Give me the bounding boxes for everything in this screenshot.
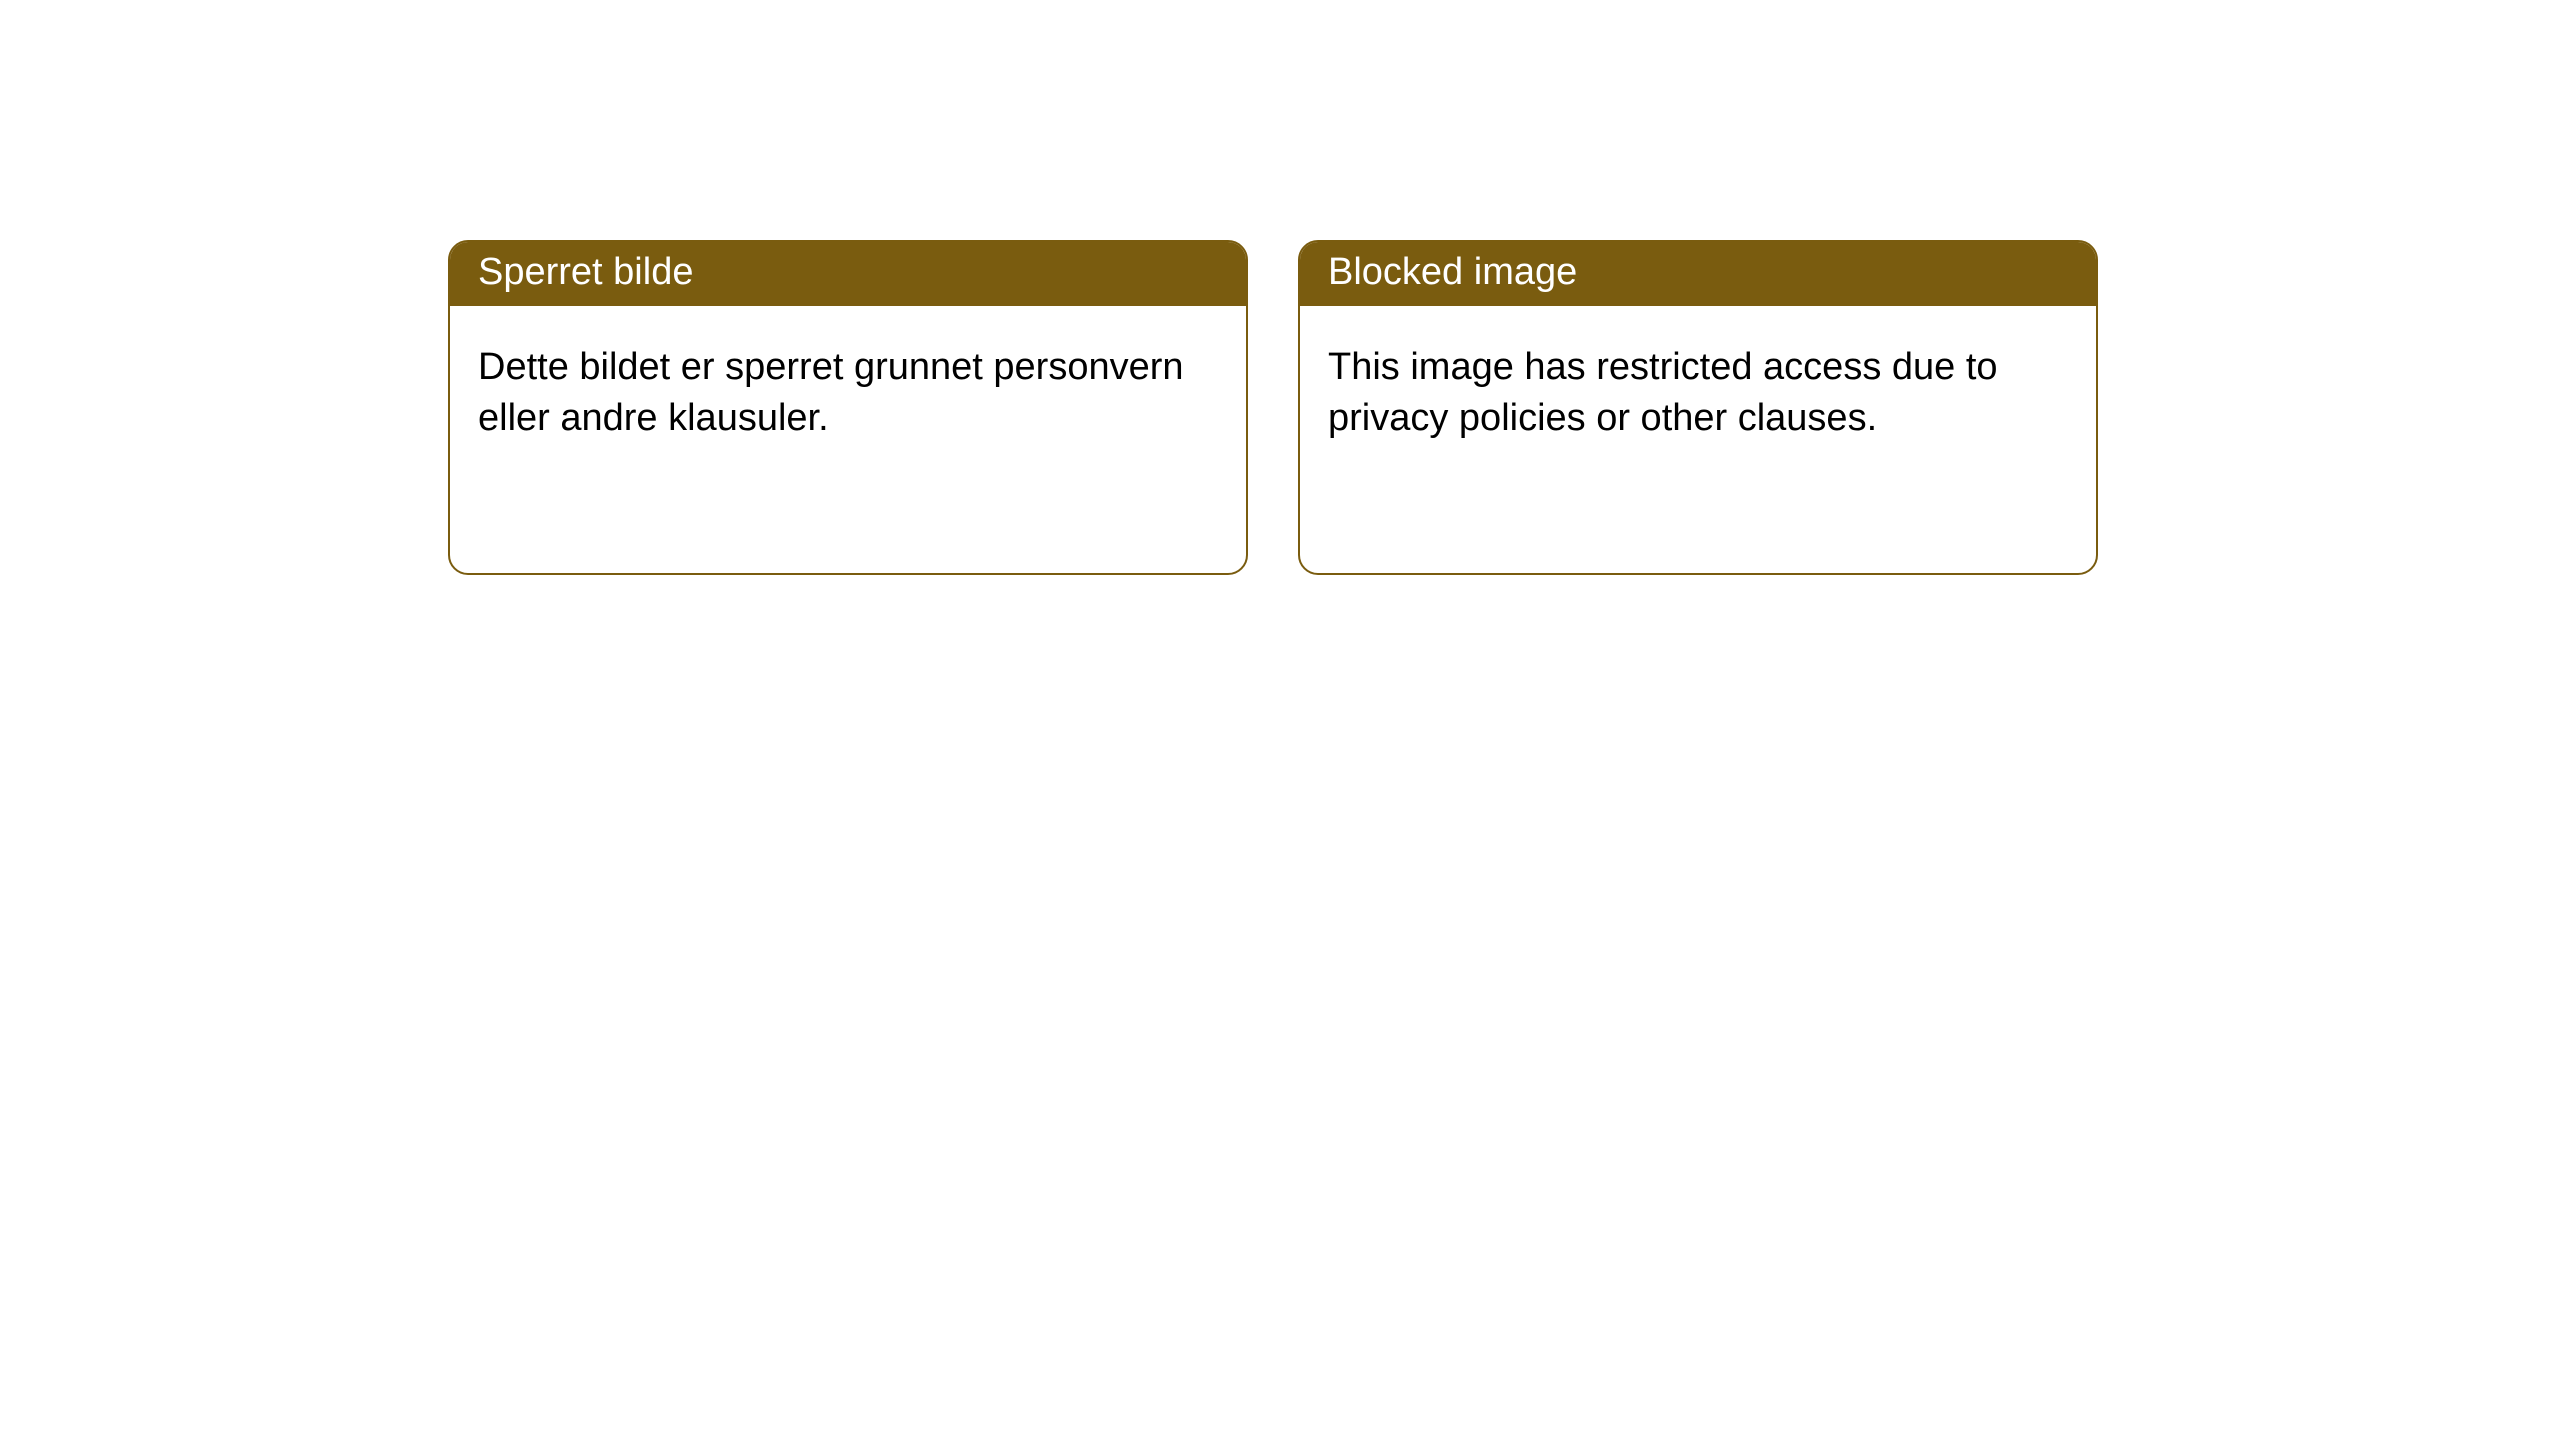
notice-body: This image has restricted access due to … — [1300, 306, 2096, 473]
notice-container: Sperret bilde Dette bildet er sperret gr… — [0, 0, 2560, 575]
notice-body: Dette bildet er sperret grunnet personve… — [450, 306, 1246, 473]
notice-card-norwegian: Sperret bilde Dette bildet er sperret gr… — [448, 240, 1248, 575]
notice-card-english: Blocked image This image has restricted … — [1298, 240, 2098, 575]
notice-header: Sperret bilde — [450, 242, 1246, 306]
notice-header: Blocked image — [1300, 242, 2096, 306]
